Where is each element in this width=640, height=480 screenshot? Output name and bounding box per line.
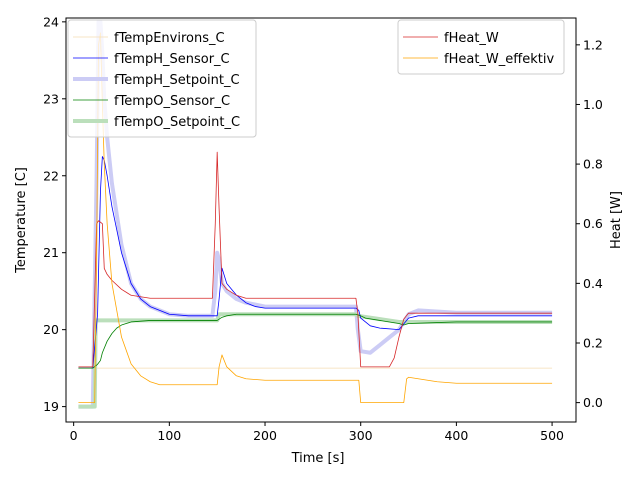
legend-right: fHeat_W fHeat_W_effektiv	[397, 19, 565, 75]
legend-label-heat-effektiv: fHeat_W_effektiv	[444, 52, 554, 67]
series-line-fheat-w	[78, 151, 553, 368]
plot-frame	[65, 17, 577, 423]
y-axis-right-label: Heat [W]	[609, 191, 624, 249]
legend-right-frame	[397, 19, 565, 75]
y-right-tick-label: 0.8	[583, 157, 603, 172]
y-axis-left-label: Temperature [C]	[14, 167, 29, 274]
y-left-tick-label: 19	[43, 399, 59, 414]
x-tick-label: 100	[157, 428, 181, 443]
legend-label-heat: fHeat_W	[444, 31, 499, 46]
x-tick-label: 0	[70, 428, 78, 443]
ticks-layer: 0 100 200 300 400 500 19 20 21 22 23 24 0.0 0.2 0.4 0.6…	[43, 14, 603, 443]
legend-left-frame	[67, 19, 257, 138]
y-right-tick-label: 0.2	[583, 335, 603, 350]
y-right-tick-label: 1.2	[583, 37, 603, 52]
y-right-tick-label: 0.6	[583, 216, 603, 231]
legend-label-h-setpoint: fTempH_Setpoint_C	[114, 73, 240, 88]
legend-label-environs: fTempEnvirons_C	[114, 31, 225, 46]
x-tick-label: 200	[253, 428, 277, 443]
y-left-tick-label: 21	[43, 245, 59, 260]
series-line-ftempo-sensor-c	[78, 313, 553, 369]
y-left-tick-label: 23	[43, 91, 59, 106]
legend-left: fTempEnvirons_C fTempH_Sensor_C fTempH_S…	[67, 19, 257, 138]
y-right-tick-label: 0.0	[583, 395, 603, 410]
y-left-tick-label: 24	[43, 14, 59, 29]
y-left-tick-label: 22	[43, 168, 59, 183]
series-line-fheat-w-effektiv	[78, 32, 553, 404]
legend-label-o-sensor: fTempO_Sensor_C	[114, 94, 230, 109]
legend-label-h-sensor: fTempH_Sensor_C	[114, 52, 230, 67]
legend-label-o-setpoint: fTempO_Setpoint_C	[114, 115, 240, 130]
series-line-ftemph-sensor-c	[78, 156, 553, 369]
x-axis-label: Time [s]	[291, 451, 345, 466]
x-tick-label: 400	[444, 428, 468, 443]
y-left-tick-label: 20	[43, 322, 59, 337]
y-right-tick-label: 0.4	[583, 276, 603, 291]
x-tick-label: 300	[349, 428, 373, 443]
y-right-tick-label: 1.0	[583, 97, 603, 112]
x-tick-label: 500	[540, 428, 564, 443]
